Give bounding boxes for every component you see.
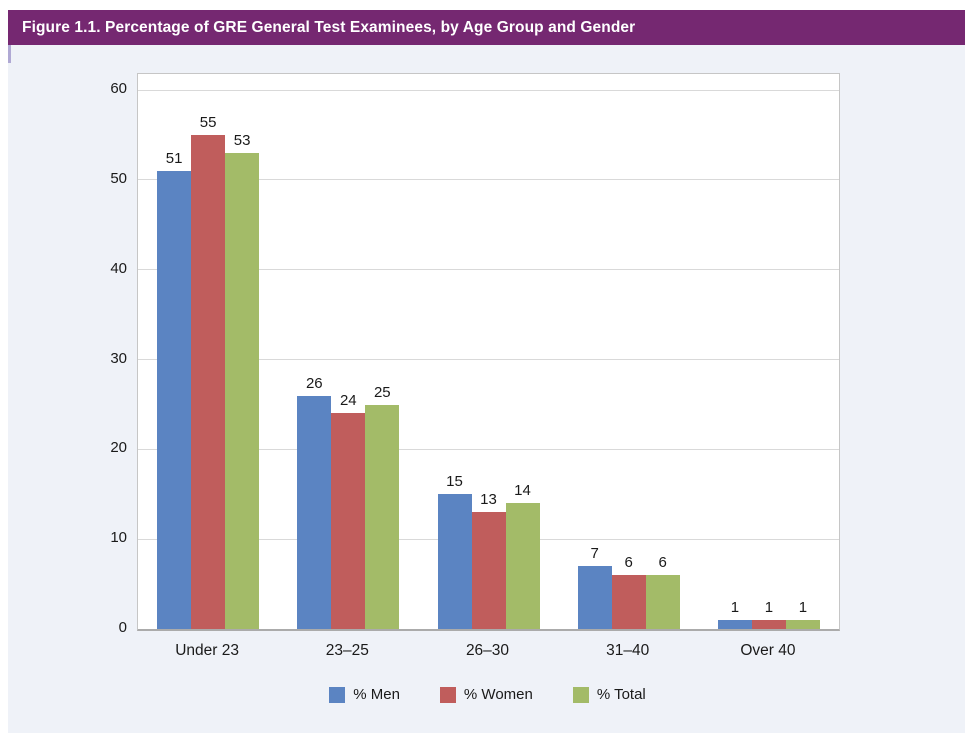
- bar-women: [751, 620, 786, 629]
- bar-value-label: 14: [514, 482, 531, 500]
- bar-value-label: 1: [798, 599, 808, 617]
- y-tick-label: 0: [118, 619, 127, 636]
- bar-value-label: 53: [233, 132, 251, 150]
- bar-value-label: 24: [339, 392, 357, 410]
- bar-value-label: 1: [764, 599, 774, 617]
- bar-women: [331, 413, 366, 629]
- bar-men: [157, 171, 192, 629]
- bar-value-label: 15: [446, 473, 463, 491]
- gridline: [138, 359, 839, 361]
- bar-total: [505, 503, 540, 629]
- bar-men: [437, 494, 472, 629]
- gridline: [138, 179, 839, 181]
- bar-men: [577, 566, 612, 629]
- y-tick-label: 50: [110, 169, 127, 187]
- bar-value-label: 51: [165, 150, 183, 167]
- bar-value-label: 6: [658, 554, 667, 572]
- gridline: [138, 89, 839, 91]
- legend-label: % Women: [463, 686, 533, 703]
- plot-area: 51 55 53 26 24 25 15 13 14 7 6 6 1 1 1: [137, 73, 840, 631]
- bar-value-label: 1: [730, 599, 740, 617]
- bar-value-label: 7: [590, 545, 599, 563]
- legend-item: % Total: [572, 686, 646, 703]
- gridline: [138, 269, 839, 271]
- y-tick-label: 30: [110, 349, 127, 367]
- chart-legend: % Men % Women % Total: [137, 686, 838, 703]
- bar-women: [471, 512, 506, 629]
- gridline: [138, 448, 839, 450]
- x-category-label: Under 23: [175, 642, 239, 659]
- legend-swatch-men: [329, 686, 346, 703]
- figure-header: Figure 1.1. Percentage of GRE General Te…: [8, 10, 965, 45]
- figure-panel: Figure 1.1. Percentage of GRE General Te…: [8, 10, 965, 733]
- x-category-label: 26–30: [465, 642, 510, 659]
- y-tick-label: 60: [110, 80, 127, 98]
- y-tick-label: 20: [110, 439, 127, 457]
- bar-women: [191, 135, 226, 629]
- bar-total: [225, 153, 260, 629]
- bar-total: [785, 620, 820, 629]
- y-tick-label: 40: [110, 259, 127, 277]
- legend-swatch-total: [572, 686, 589, 703]
- y-tick-label: 10: [110, 529, 127, 547]
- bar-value-label: 6: [624, 554, 633, 572]
- bar-total: [645, 575, 680, 629]
- legend-item: % Men: [329, 686, 400, 703]
- legend-swatch-women: [439, 686, 456, 703]
- bar-women: [611, 575, 646, 629]
- x-category-label: 23–25: [325, 642, 369, 659]
- figure-title: Figure 1.1. Percentage of GRE General Te…: [22, 18, 636, 36]
- bar-value-label: 25: [373, 383, 391, 401]
- bar-value-label: 55: [199, 114, 217, 132]
- bar-value-label: 26: [305, 374, 323, 392]
- bar-value-label: 13: [480, 491, 497, 509]
- bar-men: [717, 620, 752, 629]
- legend-label: % Total: [596, 686, 646, 703]
- x-category-label: 31–40: [606, 642, 650, 659]
- accent-tick: [8, 45, 11, 63]
- bar-men: [297, 395, 332, 629]
- legend-label: % Men: [353, 686, 400, 703]
- bar-total: [365, 404, 400, 629]
- x-category-label: Over 40: [740, 642, 796, 659]
- legend-item: % Women: [439, 686, 533, 703]
